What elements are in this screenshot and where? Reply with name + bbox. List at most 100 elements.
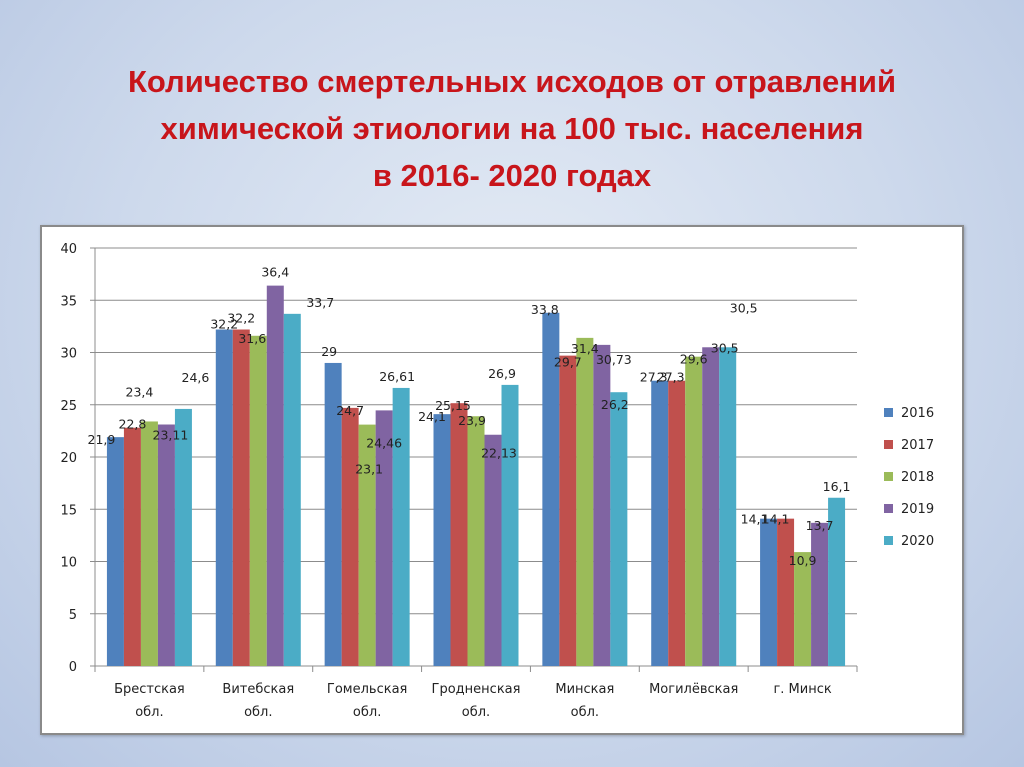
category-label: Гомельская [327, 682, 407, 697]
data-label: 32,2 [210, 317, 238, 332]
bar-2018-5 [685, 356, 703, 666]
data-label: 26,9 [488, 366, 516, 381]
category-label: обл. [462, 705, 490, 720]
bar-2020-5 [719, 347, 737, 666]
data-label: 26,61 [379, 369, 415, 384]
title-line-3: в 2016- 2020 годах [372, 158, 652, 193]
legend-swatch-2019 [884, 504, 893, 513]
y-tick-label: 40 [60, 242, 77, 257]
bar-2017-3 [450, 403, 468, 666]
category-label: обл. [571, 705, 599, 720]
bar-2019-6 [811, 522, 829, 666]
bar-2016-4 [542, 312, 560, 666]
legend-label-2016: 2016 [901, 406, 934, 421]
legend: 2016 2017 2018 2019 2020 [884, 406, 934, 549]
data-label: 21,9 [88, 432, 116, 447]
bar-2018-6 [794, 552, 812, 666]
data-label: 23,11 [153, 428, 189, 443]
y-tick-label: 35 [60, 294, 77, 309]
y-tick-label: 0 [69, 660, 77, 675]
legend-label-2019: 2019 [901, 502, 934, 517]
data-label: 33,8 [531, 302, 559, 317]
data-label: 24,7 [336, 403, 364, 418]
data-label: 29 [321, 344, 337, 359]
bar-2016-3 [433, 414, 451, 666]
bar-2018-4 [576, 337, 594, 666]
bar-2019-5 [702, 347, 720, 666]
data-label: 33,7 [306, 295, 334, 310]
data-label: 30,5 [711, 340, 739, 355]
bar-2020-4 [610, 392, 628, 666]
y-tick-label: 5 [69, 608, 77, 623]
data-label: 32,2 [227, 311, 255, 326]
bar-2019-0 [157, 424, 175, 666]
data-label: 13,7 [806, 518, 834, 533]
bar-2018-1 [249, 335, 267, 666]
data-label: 36,4 [261, 265, 289, 280]
data-label: 30,73 [596, 352, 632, 367]
data-label: 22,13 [481, 446, 517, 461]
y-tick-label: 20 [60, 451, 77, 466]
category-label: Брестская [114, 682, 185, 697]
bar-2016-6 [760, 518, 778, 666]
data-label: 24,6 [182, 370, 210, 385]
data-label: 26,2 [601, 397, 629, 412]
legend-swatch-2016 [884, 408, 893, 417]
bar-2016-5 [651, 380, 669, 666]
category-label: обл. [135, 705, 163, 720]
data-label: 30,5 [730, 300, 758, 315]
slide-title: Количество смертельных исходов от отравл… [40, 58, 984, 199]
bar-2018-2 [358, 424, 376, 666]
data-label: 14,1 [762, 512, 790, 527]
bar-chart: 0 5 10 15 20 25 30 35 40 21,922,8 23,4 23,11 24,6 32… [60, 242, 934, 720]
category-label: обл. [244, 705, 272, 720]
category-label: Гродненская [432, 682, 521, 697]
legend-swatch-2017 [884, 440, 893, 449]
title-line-2: химической этиологии на 100 тыс. населен… [160, 111, 864, 146]
legend-label-2017: 2017 [901, 438, 934, 453]
legend-swatch-2018 [884, 472, 893, 481]
bar-2017-0 [123, 427, 141, 666]
bar-2020-2 [392, 387, 410, 666]
data-label: 29,6 [680, 352, 708, 367]
bar-2019-2 [375, 410, 393, 666]
chart-frame: 0 5 10 15 20 25 30 35 40 21,9 22,8 23,4 23,11 24,6 32… [40, 225, 964, 735]
bar-2016-0 [106, 437, 124, 666]
bars [106, 285, 846, 666]
y-tick-label: 10 [60, 556, 77, 571]
y-tick-label: 15 [60, 503, 77, 518]
data-label: 24,1 [418, 409, 446, 424]
y-tick-label: 30 [60, 347, 77, 362]
data-label: 24,46 [366, 435, 402, 450]
y-tick-label: 25 [60, 399, 77, 414]
bar-2020-6 [828, 497, 846, 666]
bar-2017-2 [341, 407, 359, 666]
data-label: 14,1 [741, 512, 769, 527]
bar-2020-1 [283, 313, 301, 666]
data-label: 31,6 [238, 331, 266, 346]
data-label: 16,1 [823, 479, 851, 494]
bar-2019-1 [266, 285, 284, 666]
bar-2020-3 [501, 384, 519, 666]
bar-2017-1 [232, 329, 250, 666]
data-label: 27,3 [657, 370, 685, 385]
category-label: Минская [555, 682, 614, 697]
data-label: 29,7 [554, 355, 582, 370]
bar-2019-3 [484, 434, 502, 666]
category-label: Витебская [222, 682, 294, 697]
data-label: 31,4 [571, 341, 599, 356]
data-label: 10,9 [789, 553, 817, 568]
legend-label-2018: 2018 [901, 470, 934, 485]
legend-swatch-2020 [884, 536, 893, 545]
data-label: 25,15 [435, 398, 471, 413]
bar-2016-2 [324, 362, 342, 666]
data-labels: 21,922,823,423,1124,632,232,231,636,433,… [88, 265, 851, 568]
bar-2017-6 [777, 518, 795, 666]
bar-2019-4 [593, 344, 611, 666]
data-label: 23,1 [355, 462, 383, 477]
data-label: 23,9 [458, 413, 486, 428]
bar-2016-1 [215, 329, 233, 666]
data-label: 23,4 [126, 384, 154, 399]
bar-2020-0 [174, 408, 192, 666]
category-label: обл. [353, 705, 381, 720]
